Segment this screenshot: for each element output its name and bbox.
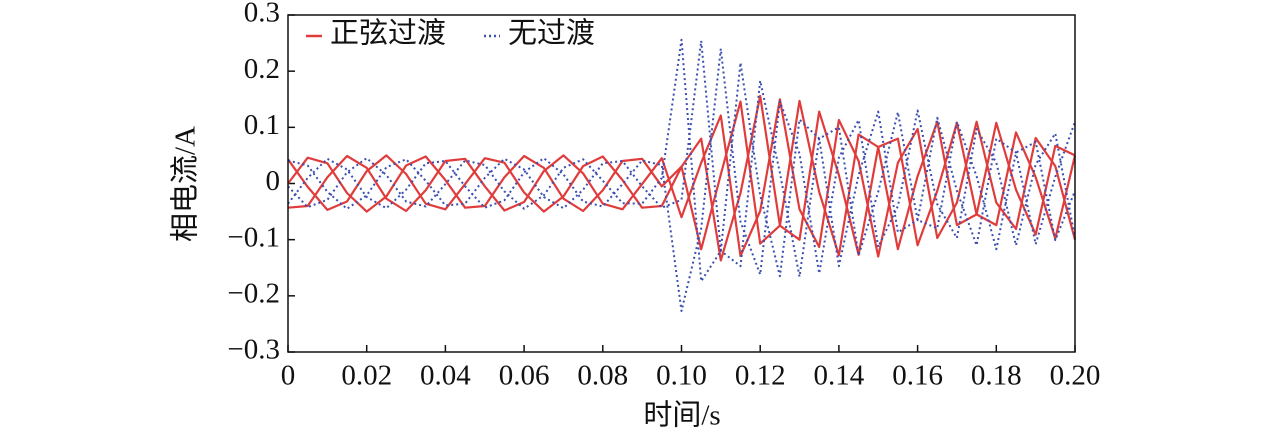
x-tick-label: 0.02 (341, 360, 392, 392)
legend-label: 无过渡 (508, 17, 595, 50)
x-tick-label: 0.14 (814, 360, 865, 392)
x-tick-label: 0.18 (971, 360, 1022, 392)
phase-line (287, 39, 1076, 278)
phase-line (287, 47, 1076, 312)
x-tick-label: 0 (281, 360, 296, 392)
y-tick-label: −0.1 (227, 221, 280, 253)
x-tick-label: 0.20 (1050, 360, 1101, 392)
phase-line (287, 38, 1076, 283)
y-tick-label: 0.1 (244, 109, 280, 141)
y-tick-label: 0 (266, 165, 281, 197)
y-tick-label: −0.3 (227, 334, 280, 366)
phase-line (287, 98, 1077, 258)
y-tick-label: 0.2 (244, 53, 280, 85)
x-tick-label: 0.10 (656, 360, 707, 392)
x-tick-label: 0.08 (577, 360, 628, 392)
x-tick-label: 0.12 (735, 360, 786, 392)
x-tick-label: 0.16 (892, 360, 943, 392)
phase-line (287, 99, 1076, 257)
y-tick-label: 0.3 (244, 0, 280, 29)
y-tick-label: −0.2 (227, 277, 280, 309)
x-tick-label: 0.06 (499, 360, 550, 392)
x-tick-label: 0.04 (420, 360, 471, 392)
y-axis-label: 相电流/A (169, 126, 202, 242)
phase-line (287, 94, 1077, 262)
x-axis-label: 时间/s (643, 399, 720, 432)
plot-frame (287, 14, 1076, 353)
legend-label: 正弦过渡 (330, 17, 446, 50)
